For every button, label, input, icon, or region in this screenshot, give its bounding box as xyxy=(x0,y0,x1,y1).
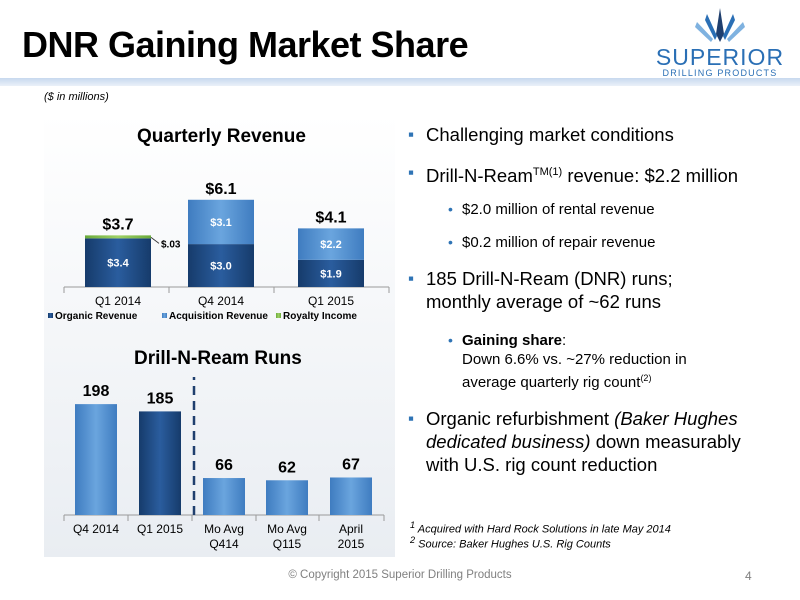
revenue-total-label: $3.7 xyxy=(102,216,133,233)
runs-category-label: Mo Avg xyxy=(204,522,244,536)
revenue-bar-segment xyxy=(298,259,364,287)
quarterly-revenue-chart: $3.4 $.03 $3.7 Q1 2014 $3.0 $3.1 $6.1 Q4 2014 $1… xyxy=(48,181,390,322)
revenue-chart-title: Quarterly Revenue xyxy=(137,126,306,147)
copyright-notice: © Copyright 2015 Superior Drilling Produ… xyxy=(288,569,512,581)
sub-bullet-rental: $2.0 million of rental revenue xyxy=(448,200,655,219)
logo-tagline: DRILLING PRODUCTS xyxy=(662,68,778,78)
revenue-total-label: $6.1 xyxy=(205,181,236,198)
revenue-category-label: Q1 2015 xyxy=(308,294,354,308)
legend-swatch xyxy=(276,313,281,318)
runs-value-label: 67 xyxy=(342,456,360,473)
revenue-bar-segment xyxy=(188,244,254,287)
runs-category-label: Q414 xyxy=(209,537,239,551)
legend-label: Royalty Income xyxy=(283,311,357,322)
bullet-organic-refurbishment: Organic refurbishment (Baker Hughesdedic… xyxy=(408,407,741,476)
runs-chart-title: Drill-N-Ream Runs xyxy=(134,348,302,369)
bullet-dnr-revenue: Drill-N-ReamTM(1) revenue: $2.2 million xyxy=(408,161,738,187)
revenue-bar-segment xyxy=(188,199,254,245)
runs-value-label: 198 xyxy=(83,383,110,400)
units-note: ($ in millions) xyxy=(44,91,109,103)
revenue-category-label: Q1 2014 xyxy=(95,294,141,308)
bullet-market-conditions: Challenging market conditions xyxy=(408,123,674,146)
revenue-bar-segment xyxy=(85,238,151,287)
revenue-category-label: Q4 2014 xyxy=(198,294,244,308)
legend-label: Organic Revenue xyxy=(55,311,138,322)
legend-swatch xyxy=(162,313,167,318)
runs-value-label: 66 xyxy=(215,457,233,474)
runs-category-label: Mo Avg xyxy=(267,522,307,536)
revenue-segment-label: $3.0 xyxy=(210,261,231,273)
runs-category-label: April xyxy=(339,522,363,536)
page-number: 4 xyxy=(745,569,752,583)
runs-category-label: Q4 2014 xyxy=(73,522,119,536)
runs-value-label: 185 xyxy=(147,390,174,407)
runs-category-label: 2015 xyxy=(338,537,365,551)
sub-bullet-repair: $0.2 million of repair revenue xyxy=(448,233,655,252)
slide-title: DNR Gaining Market Share xyxy=(22,24,469,65)
revenue-segment-label: $3.1 xyxy=(210,217,231,229)
revenue-segment-label: $2.2 xyxy=(320,239,341,251)
runs-bar xyxy=(203,478,245,515)
runs-bar xyxy=(139,411,181,515)
royalty-leader-line xyxy=(150,237,160,244)
runs-bar xyxy=(266,480,308,515)
logo-wordmark: SUPERIOR xyxy=(655,44,785,70)
legend-swatch xyxy=(48,313,53,318)
revenue-bar-segment xyxy=(298,228,364,260)
runs-value-label: 62 xyxy=(278,459,296,476)
revenue-total-label: $4.1 xyxy=(315,209,346,226)
runs-category-label: Q1 2015 xyxy=(137,522,183,536)
header-divider xyxy=(0,78,800,86)
charts-panel: Quarterly Revenue $3.4 $.03 $3.7 Q1 2014 $3.… xyxy=(44,114,395,557)
company-logo: SUPERIOR DRILLING PRODUCTS xyxy=(645,6,795,78)
runs-bar xyxy=(330,477,372,515)
drill-bit-logo-icon xyxy=(695,8,745,42)
revenue-bar-segment xyxy=(85,235,151,239)
bullet-dnr-runs: 185 Drill-N-Ream (DNR) runs;monthly aver… xyxy=(408,267,673,313)
runs-category-label: Q115 xyxy=(273,537,302,551)
sub-bullet-gaining-share: Gaining share:Down 6.6% vs. ~27% reducti… xyxy=(448,331,687,392)
revenue-segment-label: $1.9 xyxy=(320,268,341,280)
runs-bar xyxy=(75,404,117,515)
revenue-segment-label: $3.4 xyxy=(107,258,129,270)
revenue-segment-label: $.03 xyxy=(161,239,181,250)
legend-label: Acquisition Revenue xyxy=(169,311,268,322)
footnote-2: 2 Source: Baker Hughes U.S. Rig Counts xyxy=(410,535,611,551)
footnote-1: 1 Acquired with Hard Rock Solutions in l… xyxy=(410,520,671,536)
